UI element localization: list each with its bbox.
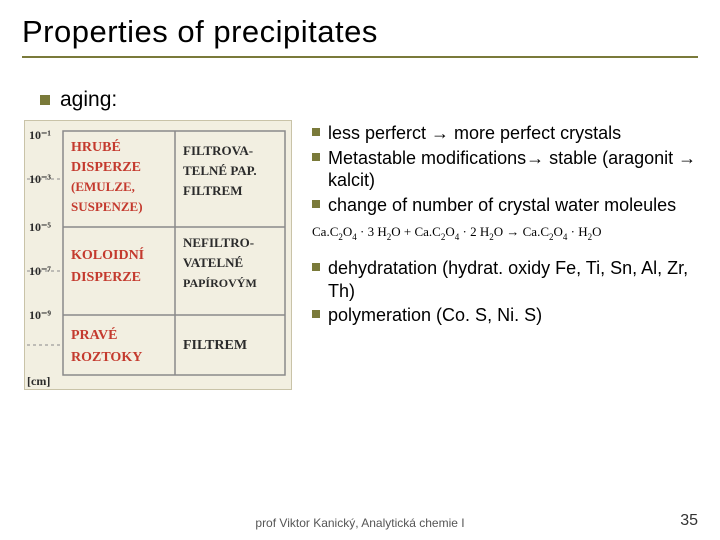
c1r3l1: ROZTOKY [71,350,142,365]
c1r1l0: HRUBÉ [71,138,121,155]
list-item-text: dehydratation (hydrat. oxidy Fe, Ti, Sn,… [328,257,712,302]
c1r3l0: PRAVÉ [71,326,117,343]
slide-title: Properties of precipitates [22,14,698,58]
c1r1l3: SUSPENZE) [71,199,143,214]
scale-3: 10⁻⁷ [29,264,51,278]
c2r2l2: PAPÍROVÝM [183,276,257,290]
list-item: dehydratation (hydrat. oxidy Fe, Ti, Sn,… [312,257,712,302]
diagram-column: 10⁻¹ 10⁻³ 10⁻⁵ 10⁻⁷ 10⁻⁹ [cm] HRUBÉ DISP… [24,120,302,390]
scale-1: 10⁻³ [29,172,51,186]
list-item: polymeration (Co. S, Ni. S) [312,304,712,327]
c2r2l1: VATELNÉ [183,255,243,270]
scale-0: 10⁻¹ [29,128,51,142]
list-item: change of number of crystal water moleul… [312,194,712,217]
c2r1l2: FILTREM [183,183,242,198]
square-bullet-icon [312,200,320,208]
c1r1l1: DISPERZE [71,160,141,175]
list-item-text: less perferct → more perfect crystals [328,122,712,145]
square-bullet-icon [40,95,50,105]
list-a: less perferct → more perfect crystals Me… [312,122,712,216]
svg-text:Ca.C2O4 · 3 H2O + Ca.C2O4 · 2: Ca.C2O4 · 3 H2O + Ca.C2O4 · 2 H2O → Ca.C… [312,224,602,242]
list-item: Metastable modifications→ stable (aragon… [312,147,712,192]
c2r1l0: FILTROVA- [183,143,253,158]
handwritten-table: 10⁻¹ 10⁻³ 10⁻⁵ 10⁻⁷ 10⁻⁹ [cm] HRUBÉ DISP… [24,120,292,390]
list-b: dehydratation (hydrat. oxidy Fe, Ti, Sn,… [312,257,712,327]
square-bullet-icon [312,153,320,161]
square-bullet-icon [312,263,320,271]
square-bullet-icon [312,310,320,318]
text-column: less perferct → more perfect crystals Me… [302,120,712,390]
scale-4: 10⁻⁹ [29,308,51,322]
scale-5: [cm] [27,374,50,388]
chemical-formula: Ca.C2O4 · 3 H2O + Ca.C2O4 · 2 H2O → Ca.C… [312,222,712,249]
page-number: 35 [680,512,698,530]
list-item-text: polymeration (Co. S, Ni. S) [328,304,712,327]
c1r2l1: DISPERZE [71,270,141,285]
footer-text: prof Viktor Kanický, Analytická chemie I [0,516,720,530]
list-item-text: change of number of crystal water moleul… [328,194,712,217]
list-item-text: Metastable modifications→ stable (aragon… [328,147,712,192]
c1r2l0: KOLOIDNÍ [71,246,144,263]
c1r1l2: (EMULZE, [71,179,135,194]
scale-2: 10⁻⁵ [29,220,51,234]
main-bullet-text: aging: [60,88,117,112]
c2r1l1: TELNÉ PAP. [183,163,257,178]
c2r3l0: FILTREM [183,338,247,353]
list-item: less perferct → more perfect crystals [312,122,712,145]
c2r2l0: NEFILTRO- [183,235,254,250]
main-bullet: aging: [40,88,698,112]
square-bullet-icon [312,128,320,136]
